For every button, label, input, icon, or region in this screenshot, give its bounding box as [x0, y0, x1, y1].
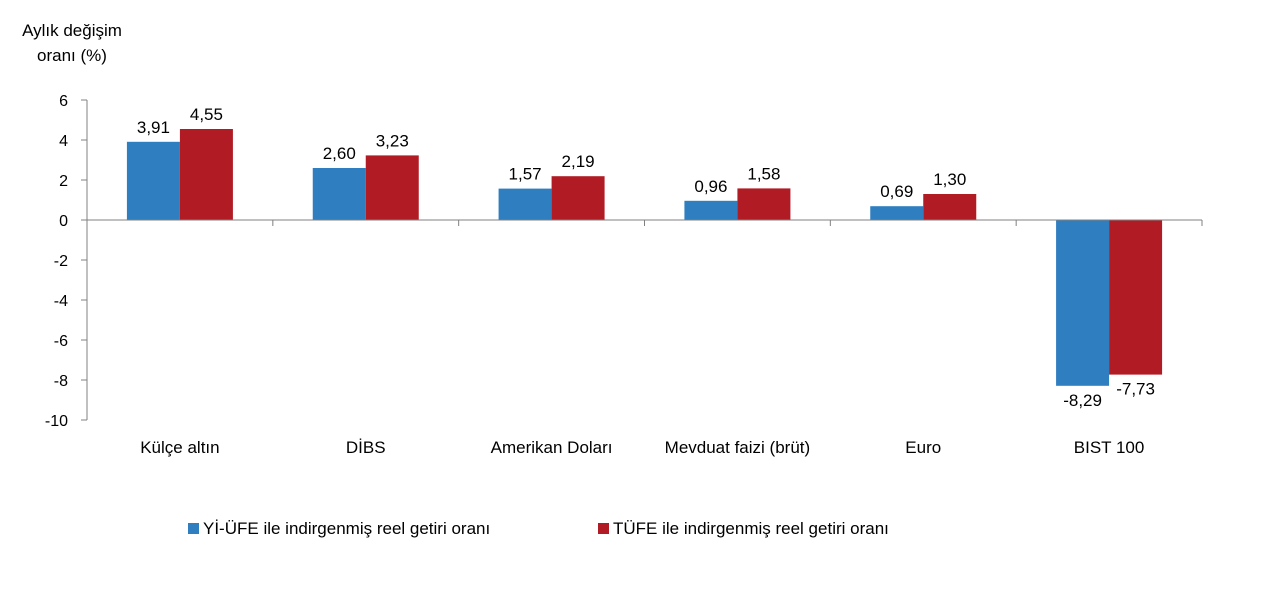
- bar-yi-ufe: [312, 168, 366, 220]
- bar-tufe: [1109, 220, 1163, 375]
- data-label: 2,60: [323, 144, 356, 163]
- data-label: 4,55: [190, 105, 223, 124]
- y-axis-title: Aylık değişim oranı (%): [22, 21, 122, 65]
- bar-tufe: [923, 194, 977, 220]
- legend-swatch: [188, 523, 199, 534]
- data-label: -8,29: [1063, 391, 1102, 410]
- bar-yi-ufe: [498, 188, 552, 220]
- legend-label: Yİ-ÜFE ile indirgenmiş reel getiri oranı: [203, 519, 490, 538]
- x-tick-label: Külçe altın: [140, 438, 219, 457]
- data-label: 0,69: [880, 182, 913, 201]
- y-tick-label: -2: [54, 253, 68, 270]
- bar-tufe: [179, 129, 233, 220]
- y-tick-label: 2: [59, 173, 68, 190]
- data-label: 1,58: [747, 164, 780, 183]
- legend-swatch: [598, 523, 609, 534]
- bar-tufe: [737, 188, 791, 220]
- data-label: 3,91: [137, 118, 170, 137]
- bar-yi-ufe: [870, 206, 924, 220]
- bar-tufe: [365, 155, 419, 220]
- bar-yi-ufe: [684, 200, 738, 220]
- y-tick-label: -4: [54, 293, 68, 310]
- y-tick-label: 6: [59, 93, 68, 110]
- x-tick-label: DİBS: [346, 438, 386, 457]
- legend-label: TÜFE ile indirgenmiş reel getiri oranı: [613, 519, 889, 538]
- y-tick-label: 4: [59, 133, 68, 150]
- y-tick-label: -8: [54, 373, 68, 390]
- y-tick-label: -10: [45, 413, 68, 430]
- legend: Yİ-ÜFE ile indirgenmiş reel getiri oranı…: [188, 519, 889, 538]
- data-label: 1,57: [509, 165, 542, 184]
- data-label: -7,73: [1116, 380, 1155, 399]
- bar-tufe: [551, 176, 605, 220]
- x-tick-label: Euro: [905, 438, 941, 457]
- data-label: 3,23: [376, 131, 409, 150]
- bar-yi-ufe: [126, 141, 180, 220]
- y-axis-title-line-1: Aylık değişim: [22, 21, 122, 40]
- x-tick-label: Amerikan Doları: [491, 438, 613, 457]
- data-label: 0,96: [694, 177, 727, 196]
- data-label: 2,19: [562, 152, 595, 171]
- bar-yi-ufe: [1056, 220, 1110, 386]
- x-tick-label: Mevduat faizi (brüt): [665, 438, 811, 457]
- data-label: 1,30: [933, 170, 966, 189]
- y-tick-label: -6: [54, 333, 68, 350]
- y-axis-title-line-2: oranı (%): [37, 46, 107, 65]
- plot-area: 6 4 2 0 -2 -4 -6 -8 -10 3,91 4,55 Külçe altın 2,60 3,…: [45, 93, 1203, 457]
- x-tick-label: BIST 100: [1074, 438, 1145, 457]
- y-tick-label: 0: [59, 213, 68, 230]
